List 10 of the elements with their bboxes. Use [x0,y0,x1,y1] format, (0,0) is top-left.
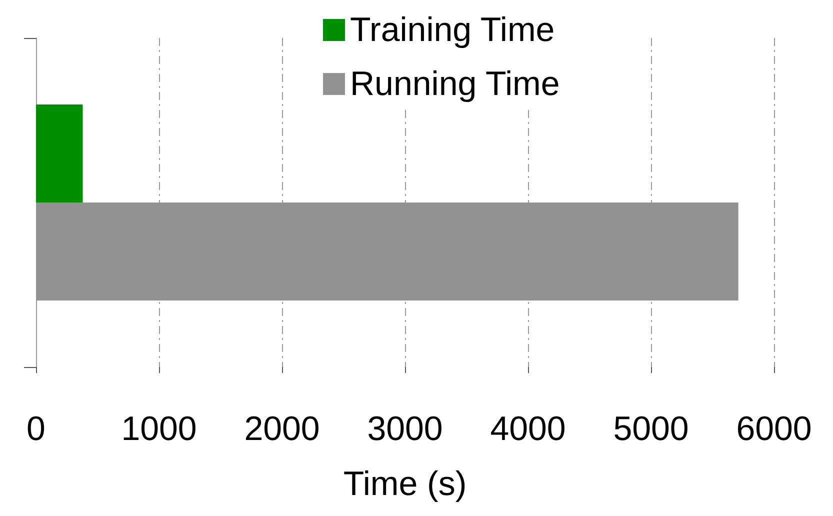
legend-label: Training Time [350,11,555,49]
legend-label: Running Time [350,65,560,103]
x-axis-title: Time (s) [343,465,467,503]
x-tick-label: 4000 [490,410,566,448]
x-tick-label: 0 [26,410,46,448]
x-tick-label: 2000 [244,410,320,448]
x-tick-label: 5000 [613,410,689,448]
x-tick-label: 1000 [121,410,197,448]
x-tick-label: 6000 [736,410,812,448]
x-tick-label: 3000 [367,410,443,448]
